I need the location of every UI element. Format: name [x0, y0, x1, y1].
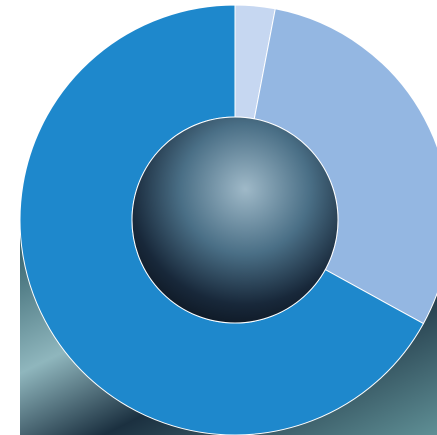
center-photo: [131, 116, 339, 324]
